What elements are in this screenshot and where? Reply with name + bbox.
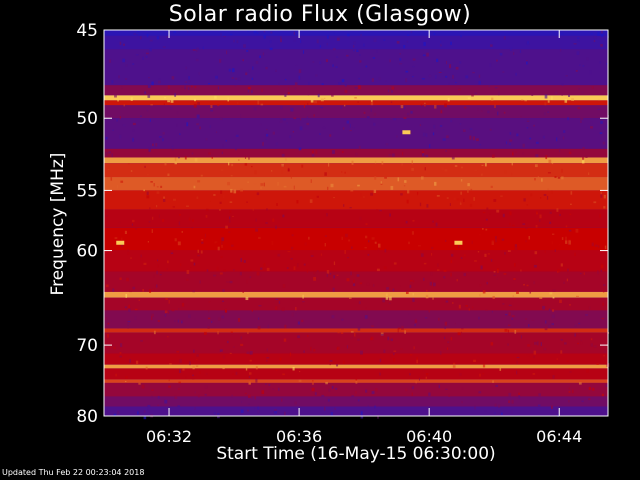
spectrum-band [104,100,608,106]
spectrum-band [104,49,608,86]
burst-mark [116,240,125,245]
burst-mark [454,240,463,245]
spectrum-band [104,163,608,178]
spectrum-band [104,190,608,210]
noise-texture [104,30,610,420]
spectrum-band [104,105,608,119]
spectrum-band [104,382,608,397]
y-tick-label: 60 [76,242,98,262]
spectrum-band [104,396,608,407]
spectrum-band [104,85,608,96]
y-tick-label: 55 [76,181,98,201]
spectrum-band [104,30,608,36]
y-tick-label: 70 [76,336,98,356]
chart-title: Solar radio Flux (Glasgow) [168,2,472,27]
spectrum-band [104,177,608,191]
spectrum-band [104,250,608,272]
plot-frame [103,29,609,417]
spectrum-band [104,271,608,292]
x-tick-label: 06:44 [536,427,582,446]
spectrum-band [104,291,608,298]
spectrum-band [104,310,608,329]
spectrum-band [104,368,608,380]
updated-timestamp: Updated Thu Feb 22 00:23:04 2018 [2,468,145,477]
y-tick-label: 45 [76,21,98,41]
x-tick-label: 06:32 [146,427,192,446]
y-axis-label: Frequency [MHz] [48,152,68,296]
x-tick-label: 06:36 [276,427,322,446]
spectrum-band [104,35,608,50]
x-tick-label: 06:40 [406,427,452,446]
spectrum-band [104,332,608,354]
burst-mark [402,130,411,135]
spectrum-band [104,209,608,228]
spectrum-band [104,364,608,369]
spectrum-band [104,328,608,333]
y-tick-label: 50 [76,109,98,129]
x-axis-label: Start Time (16-May-15 06:30:00) [216,444,496,464]
spectrum-band [104,353,608,365]
spectrum-band [104,227,608,251]
spectrum-band [104,157,608,164]
y-tick-label: 80 [76,407,98,427]
spectrum-band [104,406,608,416]
spectrum-band [104,297,608,311]
